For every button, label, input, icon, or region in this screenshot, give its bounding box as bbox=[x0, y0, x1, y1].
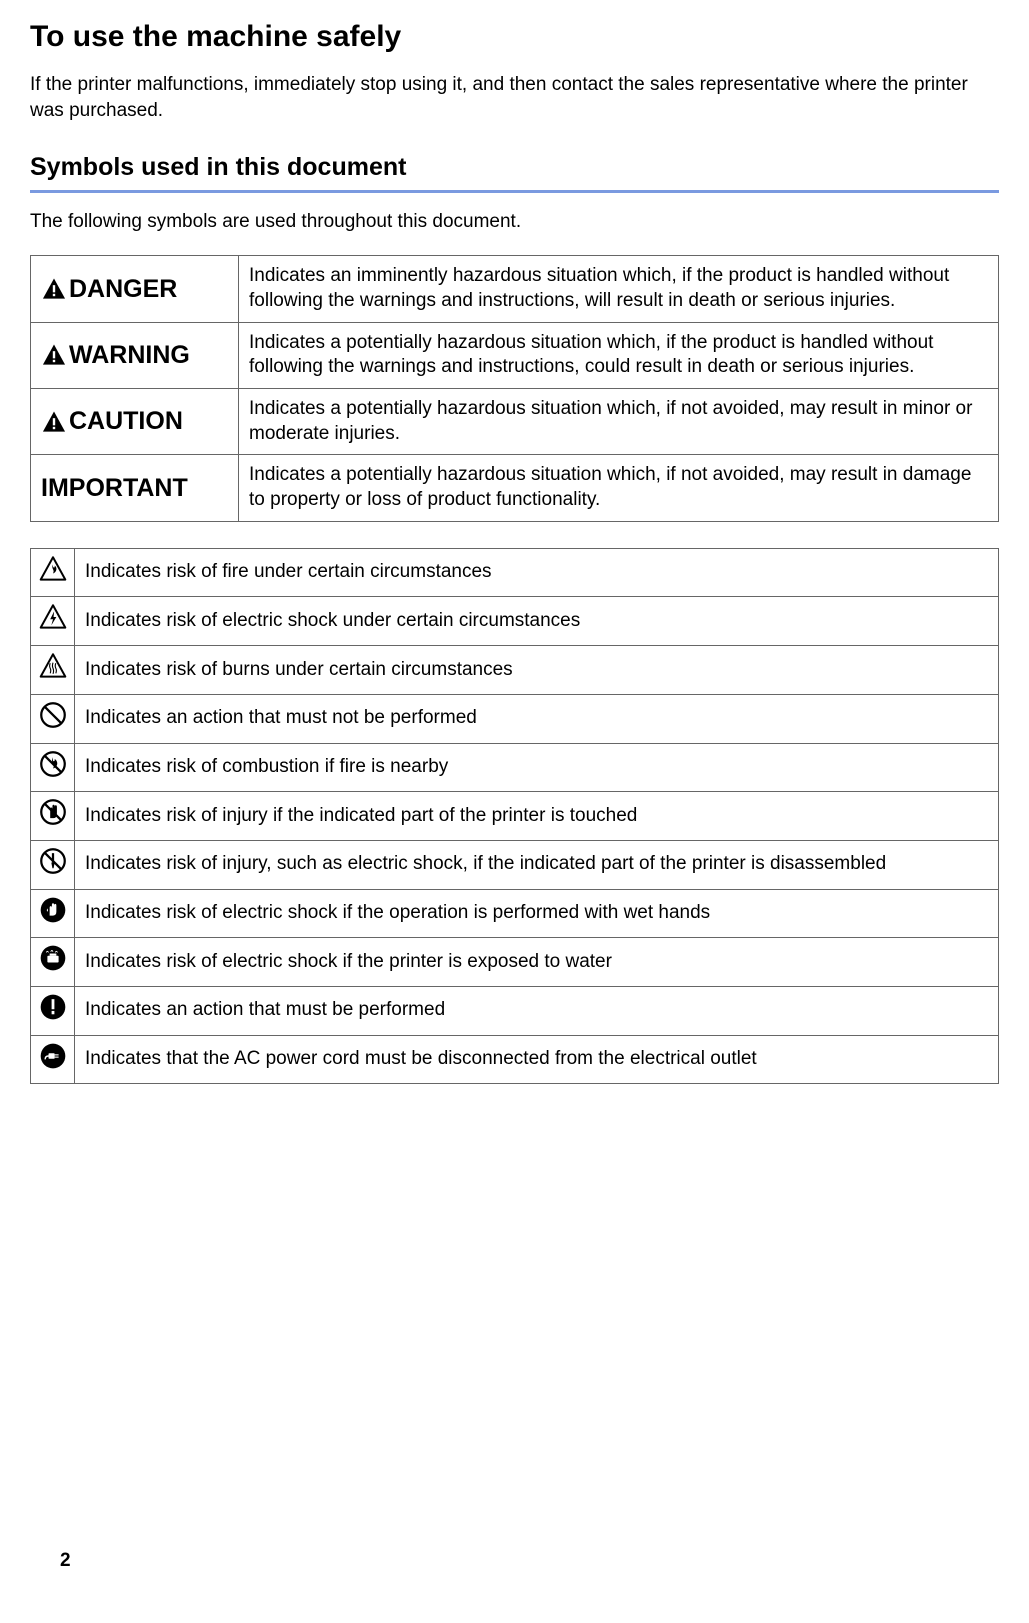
hazard-row: Indicates risk of electric shock under c… bbox=[31, 597, 999, 646]
no-fire-icon bbox=[39, 750, 67, 778]
hazard-icon-cell bbox=[31, 938, 75, 987]
hazard-row: Indicates risk of fire under certain cir… bbox=[31, 548, 999, 597]
signal-row: WARNING Indicates a potentially hazardous… bbox=[31, 322, 999, 388]
no-water-icon bbox=[39, 944, 67, 972]
signal-desc-cell: Indicates a potentially hazardous situat… bbox=[239, 389, 999, 455]
hazard-icon-cell bbox=[31, 548, 75, 597]
page-title: To use the machine safely bbox=[30, 20, 999, 54]
unplug-icon bbox=[39, 1042, 67, 1070]
hazard-desc-cell: Indicates an action that must be perform… bbox=[75, 986, 999, 1035]
signal-label-text: IMPORTANT bbox=[41, 472, 188, 505]
no-wet-hands-icon bbox=[39, 896, 67, 924]
signal-row: CAUTION Indicates a potentially hazardous… bbox=[31, 389, 999, 455]
alert-triangle-icon bbox=[41, 277, 67, 301]
signal-label-text: DANGER bbox=[69, 273, 177, 306]
signal-label-text: WARNING bbox=[69, 339, 190, 372]
hazard-row: Indicates an action that must not be per… bbox=[31, 694, 999, 743]
hazard-desc-cell: Indicates risk of fire under certain cir… bbox=[75, 548, 999, 597]
hazard-icon-cell bbox=[31, 986, 75, 1035]
shock-triangle-icon bbox=[39, 603, 67, 631]
hazard-desc-cell: Indicates risk of electric shock under c… bbox=[75, 597, 999, 646]
intro-paragraph: If the printer malfunctions, immediately… bbox=[30, 72, 999, 123]
hazard-desc-cell: Indicates an action that must not be per… bbox=[75, 694, 999, 743]
hazard-icon-cell bbox=[31, 840, 75, 889]
lead-paragraph: The following symbols are used throughou… bbox=[30, 211, 999, 233]
hazard-icon-cell bbox=[31, 694, 75, 743]
hazard-icon-cell bbox=[31, 646, 75, 695]
hazard-row: Indicates risk of electric shock if the … bbox=[31, 938, 999, 987]
section-underline bbox=[30, 190, 999, 193]
prohibit-icon bbox=[39, 701, 67, 729]
hazard-desc-cell: Indicates risk of burns under certain ci… bbox=[75, 646, 999, 695]
page-number: 2 bbox=[60, 1550, 71, 1572]
signal-row: IMPORTANT Indicates a potentially hazardo… bbox=[31, 455, 999, 521]
no-touch-icon bbox=[39, 798, 67, 826]
signal-label-text: CAUTION bbox=[69, 405, 183, 438]
signal-desc-cell: Indicates a potentially hazardous situat… bbox=[239, 322, 999, 388]
signal-label-cell: IMPORTANT bbox=[31, 455, 239, 521]
hazard-icon-cell bbox=[31, 792, 75, 841]
signal-word-table: DANGER Indicates an imminently hazardous … bbox=[30, 255, 999, 522]
alert-triangle-icon bbox=[41, 410, 67, 434]
signal-label-cell: DANGER bbox=[31, 256, 239, 322]
signal-desc-cell: Indicates an imminently hazardous situat… bbox=[239, 256, 999, 322]
hazard-row: Indicates risk of burns under certain ci… bbox=[31, 646, 999, 695]
hazard-row: Indicates risk of injury, such as electr… bbox=[31, 840, 999, 889]
signal-desc-cell: Indicates a potentially hazardous situat… bbox=[239, 455, 999, 521]
hazard-icon-cell bbox=[31, 743, 75, 792]
hazard-desc-cell: Indicates that the AC power cord must be… bbox=[75, 1035, 999, 1084]
burn-triangle-icon bbox=[39, 652, 67, 680]
hazard-row: Indicates risk of electric shock if the … bbox=[31, 889, 999, 938]
fire-triangle-icon bbox=[39, 555, 67, 583]
mandatory-icon bbox=[39, 993, 67, 1021]
hazard-icon-cell bbox=[31, 597, 75, 646]
hazard-desc-cell: Indicates risk of electric shock if the … bbox=[75, 889, 999, 938]
signal-label-cell: CAUTION bbox=[31, 389, 239, 455]
alert-triangle-icon bbox=[41, 343, 67, 367]
hazard-row: Indicates risk of injury if the indicate… bbox=[31, 792, 999, 841]
hazard-icon-cell bbox=[31, 1035, 75, 1084]
hazard-row: Indicates risk of combustion if fire is … bbox=[31, 743, 999, 792]
section-heading: Symbols used in this document bbox=[30, 153, 999, 182]
hazard-row: Indicates that the AC power cord must be… bbox=[31, 1035, 999, 1084]
signal-row: DANGER Indicates an imminently hazardous … bbox=[31, 256, 999, 322]
hazard-desc-cell: Indicates risk of injury if the indicate… bbox=[75, 792, 999, 841]
hazard-row: Indicates an action that must be perform… bbox=[31, 986, 999, 1035]
no-disassemble-icon bbox=[39, 847, 67, 875]
signal-label-cell: WARNING bbox=[31, 322, 239, 388]
hazard-desc-cell: Indicates risk of electric shock if the … bbox=[75, 938, 999, 987]
hazard-icon-table: Indicates risk of fire under certain cir… bbox=[30, 548, 999, 1085]
hazard-icon-cell bbox=[31, 889, 75, 938]
hazard-desc-cell: Indicates risk of combustion if fire is … bbox=[75, 743, 999, 792]
hazard-desc-cell: Indicates risk of injury, such as electr… bbox=[75, 840, 999, 889]
